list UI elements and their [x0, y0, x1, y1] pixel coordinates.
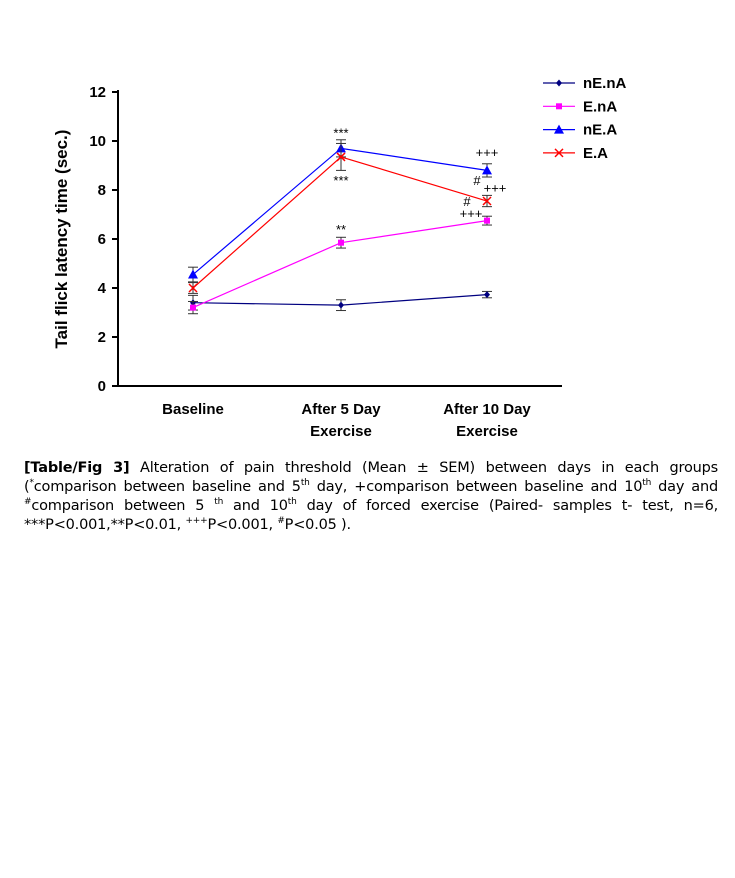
- significance-annotation: **: [336, 222, 346, 237]
- y-tick-label: 10: [89, 133, 106, 150]
- legend-marker: [554, 148, 564, 158]
- y-tick-label: 2: [98, 329, 106, 346]
- caption-sup: +++: [185, 516, 208, 527]
- caption-text: and 10: [223, 498, 288, 514]
- data-point: [338, 301, 344, 309]
- caption-sup: *: [29, 478, 34, 489]
- x-tick-label: Exercise: [310, 423, 372, 440]
- y-tick-label: 12: [89, 84, 106, 101]
- significance-annotation: #: [463, 194, 471, 209]
- significance-annotation: +++: [460, 206, 483, 221]
- data-point: [482, 165, 492, 175]
- significance-annotation: +++: [476, 145, 499, 160]
- caption-label: [Table/Fig 3]: [24, 460, 130, 476]
- y-tick-label: 6: [98, 231, 106, 248]
- caption-text: comparison between baseline and 5: [33, 479, 301, 495]
- caption-sup: th: [287, 497, 297, 508]
- significance-annotation: ***: [333, 125, 348, 140]
- caption-text: day, +comparison between baseline and 10: [309, 479, 643, 495]
- data-point: [484, 217, 490, 224]
- y-tick-label: 0: [98, 378, 106, 395]
- significance-annotation: +++: [484, 180, 507, 195]
- data-point: [336, 152, 346, 162]
- y-tick-label: 4: [98, 280, 107, 297]
- legend-label: nE.A: [583, 122, 617, 139]
- legend-marker: [556, 103, 562, 110]
- caption-sup: th: [300, 478, 310, 489]
- y-axis-label: Tail flick latency time (sec.): [52, 130, 71, 349]
- caption-sup: #: [277, 516, 285, 527]
- caption-sup: th: [642, 478, 652, 489]
- caption-text: day and: [651, 479, 718, 495]
- x-tick-label: Baseline: [162, 401, 224, 418]
- significance-annotation: ***: [333, 173, 348, 188]
- data-point: [188, 269, 198, 279]
- caption-text: P<0.001,: [207, 517, 278, 533]
- caption-sup: #: [24, 497, 32, 508]
- legend-marker: [554, 124, 564, 134]
- legend-label: nE.nA: [583, 75, 626, 92]
- legend-label: E.A: [583, 145, 608, 162]
- figure-caption: [Table/Fig 3] Alteration of pain thresho…: [24, 459, 718, 535]
- data-point: [190, 304, 196, 311]
- legend-label: E.nA: [583, 98, 617, 115]
- significance-annotation: #: [473, 173, 481, 188]
- series-line-nE.A: [192, 147, 488, 275]
- x-tick-label: Exercise: [456, 423, 518, 440]
- caption-text: day of forced exercise (Paired- samples …: [24, 498, 719, 533]
- legend-marker: [556, 79, 562, 87]
- data-point: [482, 196, 492, 206]
- caption-text: comparison between 5: [31, 498, 215, 514]
- caption-sup: th: [214, 497, 224, 508]
- data-point: [484, 291, 490, 299]
- caption-text: Alteration of pain threshold (Mean ± SEM…: [24, 460, 718, 495]
- line-chart: 0 2 4 6 8 10 12 Baseline After 5 Day Exercise Afte…: [52, 75, 626, 440]
- x-tick-label: After 5 Day: [301, 401, 381, 418]
- y-tick-label: 8: [98, 182, 106, 199]
- x-tick-label: After 10 Day: [443, 401, 531, 418]
- data-point: [338, 239, 344, 246]
- data-point: [188, 283, 198, 293]
- caption-text: P<0.05 ).: [284, 517, 351, 533]
